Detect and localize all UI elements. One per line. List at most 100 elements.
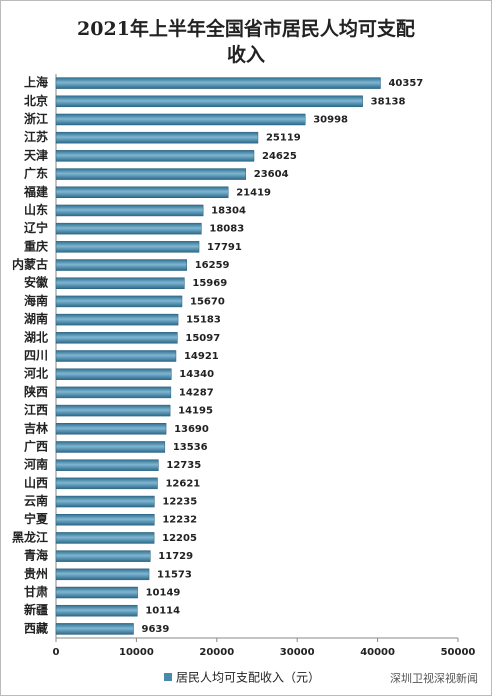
x-tick-label: 50000 [441,647,476,658]
data-label: 9639 [141,624,169,635]
bar [55,113,306,126]
bar [55,513,155,526]
data-label: 17791 [207,242,242,253]
y-tick-label: 重庆 [24,238,48,253]
bar [55,423,167,435]
y-tick-label: 西藏 [24,620,48,635]
bar [55,550,151,562]
data-label: 12621 [165,478,200,489]
bar [55,204,204,217]
data-label: 15097 [185,333,220,344]
bar [55,295,183,308]
y-tick-label: 青海 [24,548,48,563]
data-label: 11573 [157,569,192,580]
chart-title: 收入 [227,43,265,66]
y-tick-label: 湖北 [24,329,48,344]
bar [55,222,202,235]
y-tick-label: 吉林 [24,420,48,435]
bar [55,77,381,89]
bar [55,277,185,289]
data-label: 21419 [236,187,271,198]
data-label: 15969 [192,278,227,289]
y-tick-label: 浙江 [24,111,48,126]
bar [55,604,138,617]
watermark: 深圳卫视深视新闻 [390,671,478,685]
bar [55,477,158,490]
y-tick-label: 北京 [24,93,48,108]
y-tick-label: 广西 [24,438,48,453]
y-tick-label: 辽宁 [24,220,48,235]
y-tick-label: 上海 [24,75,48,90]
bar [55,441,166,453]
bar [55,259,187,271]
data-label: 25119 [266,133,301,144]
bar [55,623,134,635]
y-tick-label: 甘肃 [24,584,48,599]
bar [55,131,259,144]
y-tick-label: 江苏 [24,129,48,144]
bar [55,368,172,380]
bar [55,386,172,399]
bar [55,95,363,108]
bar [55,532,155,544]
data-label: 10149 [146,588,181,599]
data-label: 15183 [186,315,221,326]
y-tick-label: 内蒙古 [12,257,48,272]
data-label: 18304 [211,205,246,216]
x-tick-label: 20000 [199,647,234,658]
data-label: 12232 [162,515,197,526]
data-label: 16259 [195,260,230,271]
bar [55,313,179,326]
data-label: 13536 [173,442,208,453]
legend-label: 居民人均可支配收入（元） [176,671,320,685]
bar [55,150,255,162]
y-tick-label: 黑龙江 [12,529,48,544]
y-tick-label: 山东 [24,202,48,217]
y-tick-label: 天津 [24,147,48,162]
data-label: 18083 [209,224,244,235]
data-label: 14195 [178,406,213,417]
y-tick-label: 海南 [24,293,48,308]
y-tick-label: 宁夏 [24,511,49,526]
y-tick-label: 贵州 [24,566,48,581]
data-label: 12235 [162,497,197,508]
y-tick-label: 云南 [24,493,48,508]
bar [55,459,159,471]
data-label: 11729 [158,551,193,562]
data-label: 38138 [371,96,406,107]
y-tick-label: 河北 [23,366,48,381]
bar [55,404,171,417]
y-tick-label: 河南 [23,457,48,472]
x-tick-label: 10000 [119,647,154,658]
y-tick-label: 新疆 [24,602,48,617]
chart-title: 2021年上半年全国省市居民人均可支配 [77,17,415,40]
bar [55,168,247,180]
y-tick-label: 湖南 [24,311,48,326]
data-label: 14340 [179,369,214,380]
y-tick-label: 广东 [24,166,48,181]
data-label: 23604 [254,169,289,180]
bar [55,241,200,253]
data-label: 13690 [174,424,209,435]
y-tick-label: 江西 [24,402,48,417]
data-label: 14287 [179,387,214,398]
y-tick-label: 山西 [24,475,48,490]
x-tick-label: 40000 [360,647,395,658]
data-label: 24625 [262,151,297,162]
bar [55,332,178,344]
data-label: 14921 [184,351,219,362]
y-tick-label: 安徽 [24,275,49,290]
y-tick-label: 福建 [23,184,49,199]
bar [55,186,229,199]
y-tick-label: 四川 [24,349,48,363]
legend-swatch [164,673,172,681]
x-tick-label: 0 [53,647,60,658]
data-label: 12735 [166,460,201,471]
data-label: 10114 [145,606,180,617]
data-label: 30998 [313,114,348,125]
x-tick-label: 30000 [280,647,315,658]
bar [55,350,177,362]
bar [55,586,138,599]
bar [55,495,155,508]
